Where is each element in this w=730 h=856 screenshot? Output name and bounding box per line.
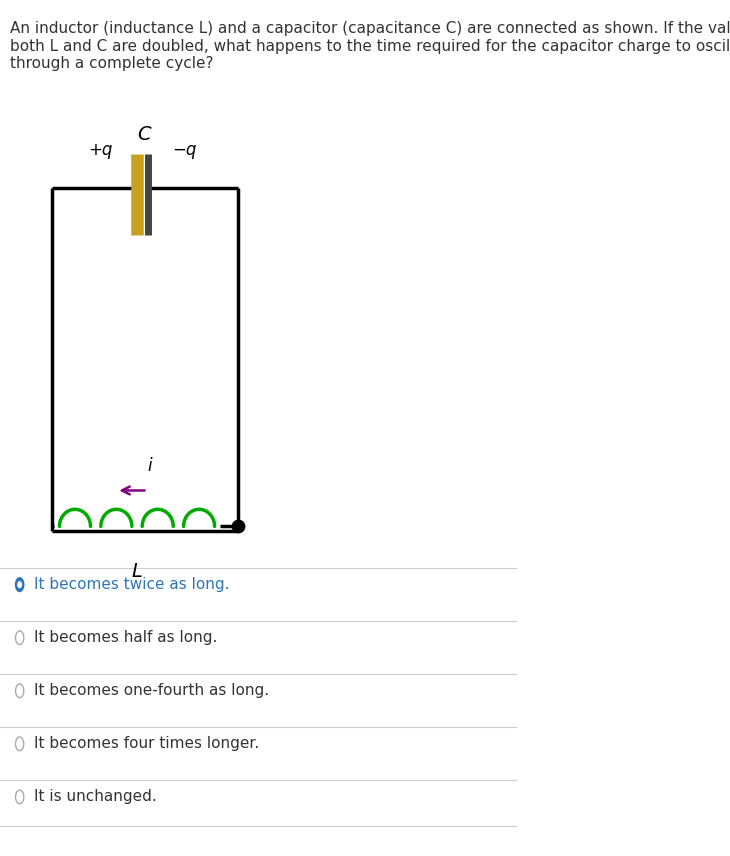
Text: L: L xyxy=(131,562,142,581)
Circle shape xyxy=(15,578,24,591)
Text: It is unchanged.: It is unchanged. xyxy=(34,789,157,805)
Text: i: i xyxy=(147,457,153,475)
Text: It becomes four times longer.: It becomes four times longer. xyxy=(34,736,259,752)
Text: +q: +q xyxy=(88,140,112,159)
Text: An inductor (inductance L) and a capacitor (capacitance C) are connected as show: An inductor (inductance L) and a capacit… xyxy=(10,21,730,71)
Circle shape xyxy=(15,684,24,698)
Text: It becomes twice as long.: It becomes twice as long. xyxy=(34,577,230,592)
Circle shape xyxy=(18,582,21,587)
Circle shape xyxy=(15,790,24,804)
Text: C: C xyxy=(137,125,150,144)
Text: It becomes half as long.: It becomes half as long. xyxy=(34,630,218,645)
Text: It becomes one-fourth as long.: It becomes one-fourth as long. xyxy=(34,683,269,698)
Circle shape xyxy=(15,631,24,645)
Circle shape xyxy=(15,737,24,751)
Text: −q: −q xyxy=(172,140,196,159)
Point xyxy=(232,520,244,533)
